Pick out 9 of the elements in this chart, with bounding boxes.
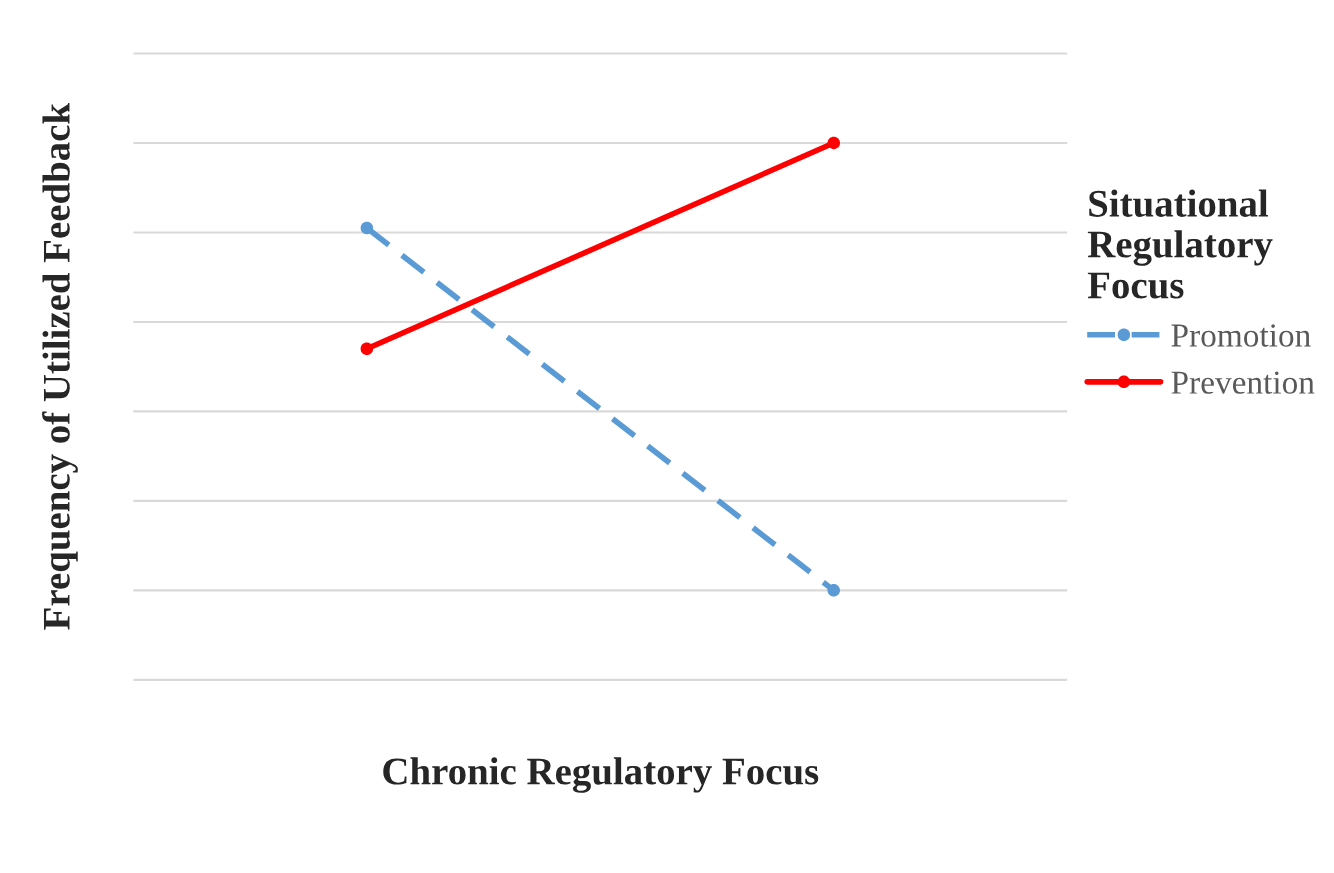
legend-label: Promotion bbox=[1171, 324, 1311, 347]
point bbox=[827, 136, 840, 150]
y-axis-title: Frequency of Utilized Feedback bbox=[42, 102, 78, 630]
x-axis-title: Chronic Regulatory Focus bbox=[383, 757, 819, 793]
point bbox=[827, 584, 840, 597]
point bbox=[360, 221, 374, 235]
legend-label: Prevention bbox=[1171, 371, 1315, 394]
point bbox=[360, 342, 374, 356]
legend-title: Situational Regulatory Focus bbox=[1087, 189, 1273, 299]
